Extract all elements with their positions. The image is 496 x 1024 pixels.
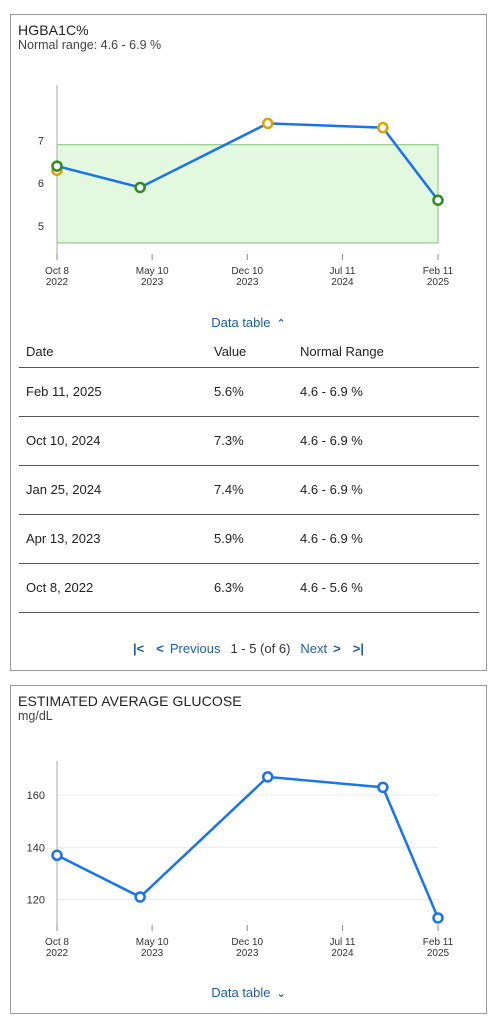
x-tick-label: Dec 10 [231, 937, 263, 948]
cell-value: 5.6% [207, 367, 293, 417]
x-tick-label-year: 2025 [427, 948, 450, 959]
hgba1c-card: HGBA1C% Normal range: 4.6 - 6.9 % 7 6 5 Oc… [10, 14, 487, 671]
cell-normal-range: 4.6 - 6.9 % [293, 514, 479, 564]
chevron-right-icon[interactable]: > [333, 641, 341, 656]
table-header-row: Date Value Normal Range [19, 337, 479, 368]
first-page-icon[interactable]: |< [133, 641, 145, 656]
x-tick-label: Jul 11 [329, 937, 355, 948]
x-tick-label-year: 2024 [331, 948, 354, 959]
data-table-toggle-label: Data table [211, 315, 271, 330]
column-header-date: Date [19, 337, 207, 368]
pagination: |< < Previous 1 - 5 (of 6) Next > >| [11, 641, 486, 656]
data-point[interactable] [261, 117, 274, 130]
data-point[interactable] [432, 194, 444, 206]
y-tick-label: 160 [27, 790, 45, 802]
chevron-down-icon: ⌄ [276, 988, 286, 1000]
chevron-left-icon[interactable]: < [156, 641, 164, 656]
glucose-title: ESTIMATED AVERAGE GLUCOSE [18, 693, 242, 709]
data-table-toggle-label: Data table [211, 985, 271, 1000]
x-tick-label: May 10 [136, 266, 169, 277]
data-point[interactable] [134, 181, 146, 194]
table-row: Oct 8, 2022 6.3% 4.6 - 5.6 % [19, 563, 479, 613]
cell-normal-range: 4.6 - 5.6 % [293, 563, 479, 613]
data-table-toggle[interactable]: Data table ⌃ [11, 315, 486, 330]
data-table-toggle[interactable]: Data table ⌄ [11, 985, 486, 1000]
y-tick-label: 5 [38, 221, 44, 233]
x-tick-label-year: 2023 [141, 948, 164, 959]
table-row: Jan 25, 2024 7.4% 4.6 - 6.9 % [19, 465, 479, 515]
table-row: Oct 10, 2024 7.3% 4.6 - 6.9 % [19, 416, 479, 466]
x-tick-label-year: 2023 [236, 277, 259, 288]
y-tick-label: 140 [27, 842, 45, 854]
normal-range-band [56, 144, 439, 244]
data-point[interactable] [432, 912, 444, 924]
x-tick-label: Oct 8 [45, 937, 69, 948]
cell-date: Apr 13, 2023 [19, 514, 207, 564]
cell-date: Jan 25, 2024 [19, 465, 207, 515]
cell-date: Feb 11, 2025 [19, 367, 207, 417]
x-tick-label-year: 2023 [141, 277, 164, 288]
glucose-unit: mg/dL [18, 709, 53, 723]
last-page-icon[interactable]: >| [352, 641, 364, 656]
data-point[interactable] [261, 771, 274, 783]
data-point[interactable] [51, 849, 63, 862]
x-tick-label: Feb 11 [423, 937, 454, 948]
x-tick-label: Dec 10 [231, 266, 263, 277]
column-header-value: Value [207, 337, 293, 368]
x-tick-label-year: 2022 [46, 277, 69, 288]
hgba1c-normal-range: Normal range: 4.6 - 6.9 % [18, 38, 162, 52]
hgba1c-title: HGBA1C% [18, 22, 89, 38]
cell-value: 5.9% [207, 514, 293, 564]
page-range-label: 1 - 5 (of 6) [230, 641, 291, 656]
cell-date: Oct 8, 2022 [19, 563, 207, 613]
x-tick-label: Oct 8 [45, 266, 69, 277]
cell-normal-range: 4.6 - 6.9 % [293, 367, 479, 417]
cell-date: Oct 10, 2024 [19, 416, 207, 466]
x-tick-label-year: 2023 [236, 948, 259, 959]
glucose-card: ESTIMATED AVERAGE GLUCOSE mg/dL 160 140 12… [10, 685, 487, 1014]
x-tick-label: May 10 [136, 937, 169, 948]
chevron-up-icon: ⌃ [276, 318, 286, 330]
column-header-normal-range: Normal Range [293, 337, 479, 368]
cell-normal-range: 4.6 - 6.9 % [293, 416, 479, 466]
cell-normal-range: 4.6 - 6.9 % [293, 465, 479, 515]
cell-value: 6.3% [207, 563, 293, 613]
x-tick-label-year: 2024 [331, 277, 354, 288]
table-row: Apr 13, 2023 5.9% 4.6 - 6.9 % [19, 514, 479, 564]
data-point[interactable] [51, 160, 63, 172]
previous-page-button[interactable]: Previous [169, 641, 221, 656]
y-tick-label: 7 [38, 135, 44, 147]
table-row: Feb 11, 2025 5.6% 4.6 - 6.9 % [19, 367, 479, 417]
y-tick-label: 120 [27, 895, 45, 907]
data-point[interactable] [377, 121, 389, 134]
x-tick-label: Feb 11 [423, 266, 454, 277]
x-tick-label-year: 2025 [427, 277, 450, 288]
y-tick-label: 6 [38, 178, 44, 190]
cell-value: 7.4% [207, 465, 293, 515]
next-page-button[interactable]: Next [300, 641, 328, 656]
x-tick-label: Jul 11 [329, 266, 355, 277]
x-tick-label-year: 2022 [46, 948, 69, 959]
data-point[interactable] [377, 781, 389, 794]
cell-value: 7.3% [207, 416, 293, 466]
data-table: Date Value Normal Range Feb 11, 2025 5.6… [19, 337, 479, 613]
data-point[interactable] [134, 891, 146, 903]
